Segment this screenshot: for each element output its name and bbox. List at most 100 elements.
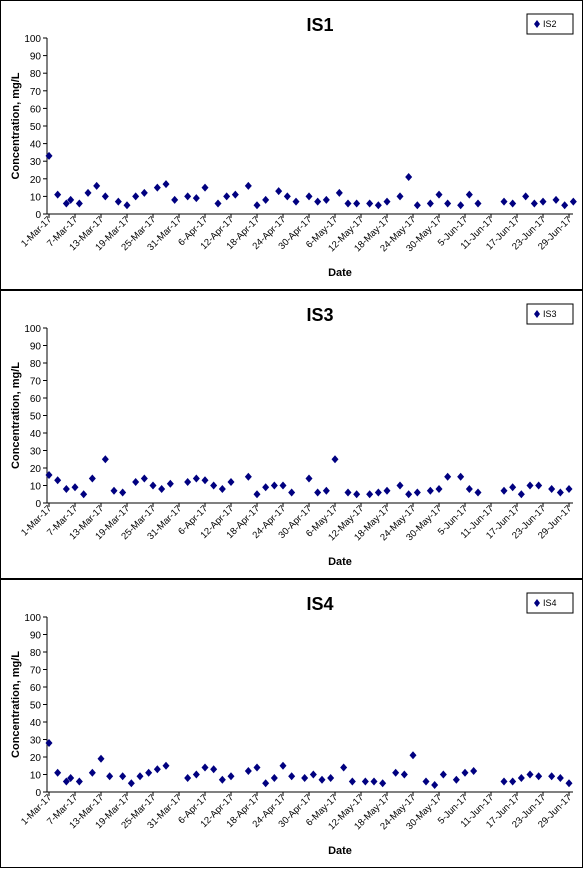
y-tick-label: 80 [30,359,42,370]
data-point [54,476,62,485]
legend-box [526,13,574,35]
data-point [413,201,421,210]
data-point [244,472,252,481]
data-point [409,751,417,760]
y-tick-label: 100 [24,613,41,624]
data-point [132,478,140,486]
data-point [119,772,127,781]
data-point [526,481,534,490]
data-point [149,481,157,490]
data-point [84,188,92,197]
data-point [80,490,88,499]
data-point [162,180,170,189]
data-point [218,775,226,784]
data-point [366,490,374,499]
data-point [413,488,421,497]
data-point [192,194,200,203]
legend-label: IS2 [543,19,557,29]
data-point [153,183,161,192]
data-point [210,765,218,774]
legend-box [526,592,574,614]
y-tick-label: 30 [30,447,42,458]
data-point [67,774,75,782]
y-tick-label: 100 [24,34,41,45]
legend-label: IS3 [543,309,557,319]
data-point [517,774,525,782]
y-tick-label: 20 [30,175,42,186]
data-point [184,774,192,782]
data-point [439,770,447,779]
y-tick-label: 0 [35,788,41,799]
data-point [292,197,300,206]
y-tick-label: 40 [30,718,42,729]
data-point [45,471,53,479]
y-tick-label: 60 [30,394,42,405]
y-tick-label: 0 [35,499,41,510]
y-tick-label: 90 [30,52,42,63]
data-point [132,192,140,201]
data-point [552,195,560,204]
data-point [184,192,192,201]
data-point [509,199,517,208]
data-point [500,197,508,206]
data-point [457,472,465,481]
data-point [535,772,543,781]
data-point [227,772,235,781]
legend: IS2 [526,13,574,35]
data-point [331,455,339,464]
data-point [119,488,127,497]
data-point [162,761,170,770]
chart-title: IS4 [306,594,333,614]
data-point [426,199,434,208]
data-point [431,781,439,789]
data-point [301,774,309,782]
data-point [569,197,577,206]
data-point [565,485,573,493]
data-point [353,199,361,208]
chart-panel-is4: IS4 0 10 20 30 40 50 60 70 80 90 100 1-Mar-17 7-Mar-1… [0,579,583,868]
y-tick-label: 90 [30,342,42,353]
y-tick-label: 40 [30,429,42,440]
data-point [461,768,469,777]
data-point [422,777,430,786]
y-tick-label: 50 [30,701,42,712]
data-point [474,199,482,208]
y-tick-label: 10 [30,771,42,782]
data-point [556,488,564,497]
data-point [314,488,322,497]
data-point [279,481,287,490]
data-point [322,486,330,495]
data-point [145,768,153,777]
y-tick-label: 50 [30,412,42,423]
y-tick-label: 20 [30,464,42,475]
data-point [396,192,404,201]
data-point [444,199,452,208]
data-point [344,199,352,208]
chart-is1: IS101020304050607080901001-Mar-177-Mar-1… [10,13,577,279]
legend-label: IS4 [543,598,557,608]
data-point [465,485,473,493]
data-point [253,763,261,772]
data-point [227,478,235,486]
data-point [140,474,148,483]
data-point [517,490,525,499]
data-point [405,490,413,499]
chart-title: IS3 [306,305,333,325]
legend-marker [534,310,540,318]
chart-panel-is3: IS3 0 10 20 30 40 50 60 70 80 90 100 1-Mar-17 7-Mar-1… [0,290,583,579]
data-point [201,763,209,772]
data-point [201,476,209,485]
data-point [548,485,556,493]
data-point [71,483,79,492]
legend: IS4 [526,592,574,614]
data-point [101,455,109,464]
x-axis-title: Date [328,556,352,568]
data-point [470,767,478,775]
y-tick-label: 30 [30,736,42,747]
y-axis-title: Concentration, mg/L [10,72,22,179]
data-point [140,188,148,197]
data-point [465,190,473,199]
data-point [45,739,53,747]
data-point [123,201,131,210]
data-point [110,486,118,495]
